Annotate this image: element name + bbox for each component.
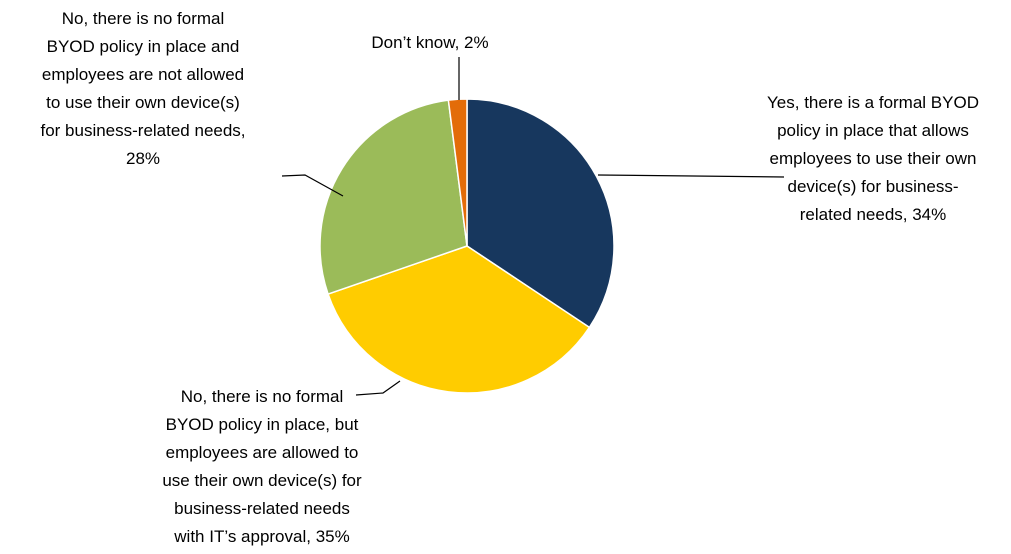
data-label-line: BYOD policy in place and [47,37,240,56]
data-label-line: device(s) for business- [787,177,958,196]
slice-no-policy-not-allowed [319,99,468,296]
slice-dont-know [447,98,468,247]
data-labels: Yes, there is a formal BYOD policy in pla… [40,9,979,546]
data-label-line: for business-related needs, [40,121,245,140]
data-label-line: policy in place that allows [777,121,969,140]
data-label-line: Yes, there is a formal BYOD [767,93,979,112]
slice-no-policy-allowed-leader-line [355,380,401,396]
slice-no-policy-not-allowed-leader-line [281,174,344,197]
data-label-line: No, there is no formal [181,387,344,406]
data-label-line: employees to use their own [770,149,977,168]
data-label-line: use their own device(s) for [162,471,362,490]
slice-no-policy-not-allowed-label: No, there is no formal BYOD policy in pla… [40,9,245,168]
data-label-line: to use their own device(s) [46,93,240,112]
slice-no-policy-allowed-label: No, there is no formal BYOD policy in pla… [162,387,362,546]
data-label-line: employees are allowed to [166,443,359,462]
data-label-line: No, there is no formal [62,9,225,28]
data-label-line: 28% [126,149,160,168]
data-label-line: employees are not allowed [42,65,244,84]
data-label-line: with IT’s approval, 35% [173,527,349,546]
data-label-line: BYOD policy in place, but [166,415,359,434]
slice-yes-formal-policy-label: Yes, there is a formal BYOD policy in pla… [767,93,979,224]
data-label-line: Don’t know, 2% [371,33,488,52]
slice-no-policy-allowed [327,245,591,394]
data-label-line: related needs, 34% [800,205,947,224]
slice-yes-formal-policy-leader-line [597,174,785,178]
slice-dont-know-label: Don’t know, 2% [371,33,488,52]
leader-lines [281,57,785,396]
data-label-line: business-related needs [174,499,350,518]
pie-slices [319,98,615,394]
